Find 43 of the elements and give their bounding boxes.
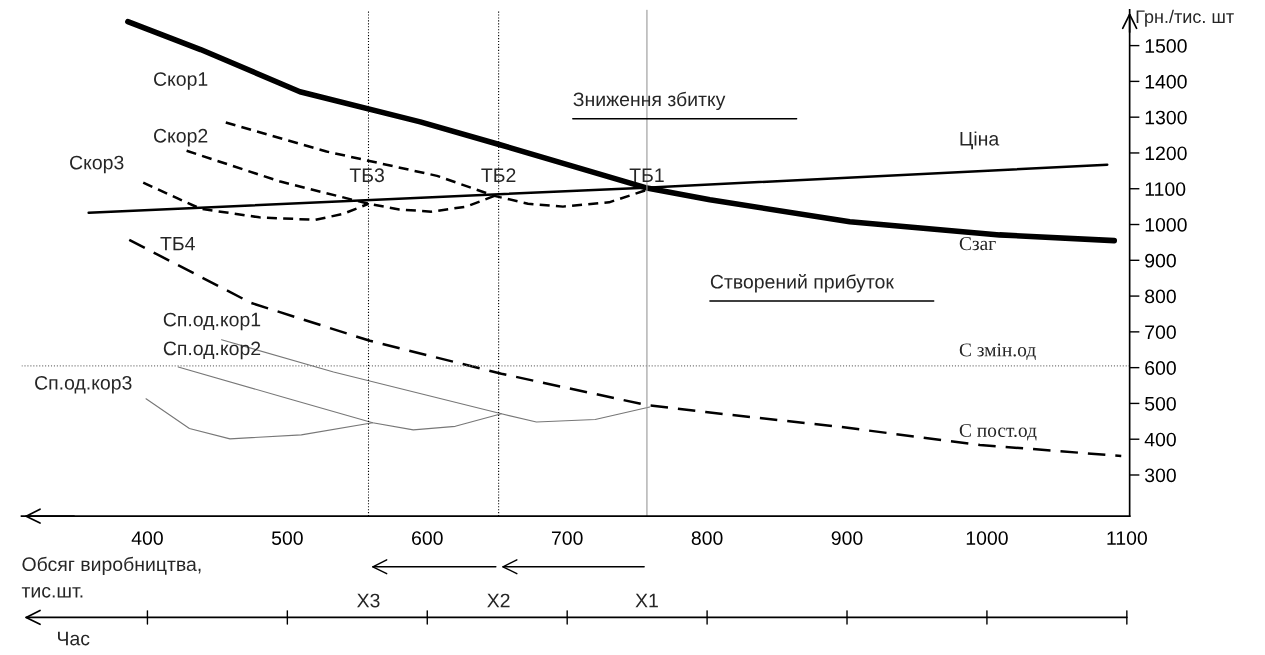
annotation: Сп.од.кор3 <box>35 375 132 394</box>
text: X1 <box>635 593 658 608</box>
annotation: Зниження збитку <box>573 91 726 111</box>
y-tick-label: 600 <box>1145 361 1176 375</box>
annotation: Сп.од.кор1 <box>163 312 261 331</box>
annotation: Скор1 <box>154 72 208 90</box>
y-tick-label: 1300 <box>1145 110 1187 125</box>
x-tick-label: 1000 <box>966 531 1008 546</box>
annotation: С змін.од <box>959 343 1036 361</box>
annotation: ТБ1 <box>629 168 664 182</box>
y-tick-label: 1000 <box>1145 217 1187 232</box>
y-tick-label: 1400 <box>1145 74 1187 89</box>
x-tick-label: 400 <box>131 531 163 546</box>
y-tick-label: 1100 <box>1145 182 1186 196</box>
y-tick-label: 500 <box>1145 396 1176 411</box>
text: X2 <box>487 593 510 608</box>
x-tick-label: 700 <box>551 531 583 546</box>
annotation: Сп.од.кор2 <box>163 341 261 360</box>
y-tick-label: 1500 <box>1145 39 1187 53</box>
annotation: С пост.од <box>959 423 1037 441</box>
y-tick-label: 800 <box>1145 289 1176 304</box>
x-tick-label: 900 <box>831 531 863 546</box>
annotation: Сзаг <box>959 237 996 251</box>
text: Час <box>58 631 90 646</box>
annotation: Скор3 <box>70 155 124 174</box>
x-tick-label: 1100 <box>1107 531 1147 546</box>
annotation: Створений прибуток <box>710 274 894 293</box>
annotation: ТБ4 <box>160 236 195 251</box>
annotation: Ціна <box>960 131 1000 150</box>
y-tick-label: 300 <box>1144 468 1176 483</box>
y-tick-label: 1200 <box>1145 146 1187 161</box>
x-tick-label: 800 <box>691 531 723 546</box>
y-tick-label: 700 <box>1145 325 1176 340</box>
x-axis-title: Обсяг виробництва, тис.шт. <box>21 556 201 598</box>
annotation: Скор2 <box>154 128 208 147</box>
text: X3 <box>357 593 380 608</box>
y-tick-label: 900 <box>1145 253 1176 268</box>
y-tick-label: 400 <box>1144 432 1176 447</box>
annotation: ТБ3 <box>349 168 384 183</box>
x-tick-label: 600 <box>412 531 443 546</box>
x-tick-label: 500 <box>271 531 303 546</box>
annotation: ТБ2 <box>481 168 516 182</box>
y-axis-title: Грн./тис. шт <box>1136 9 1234 27</box>
